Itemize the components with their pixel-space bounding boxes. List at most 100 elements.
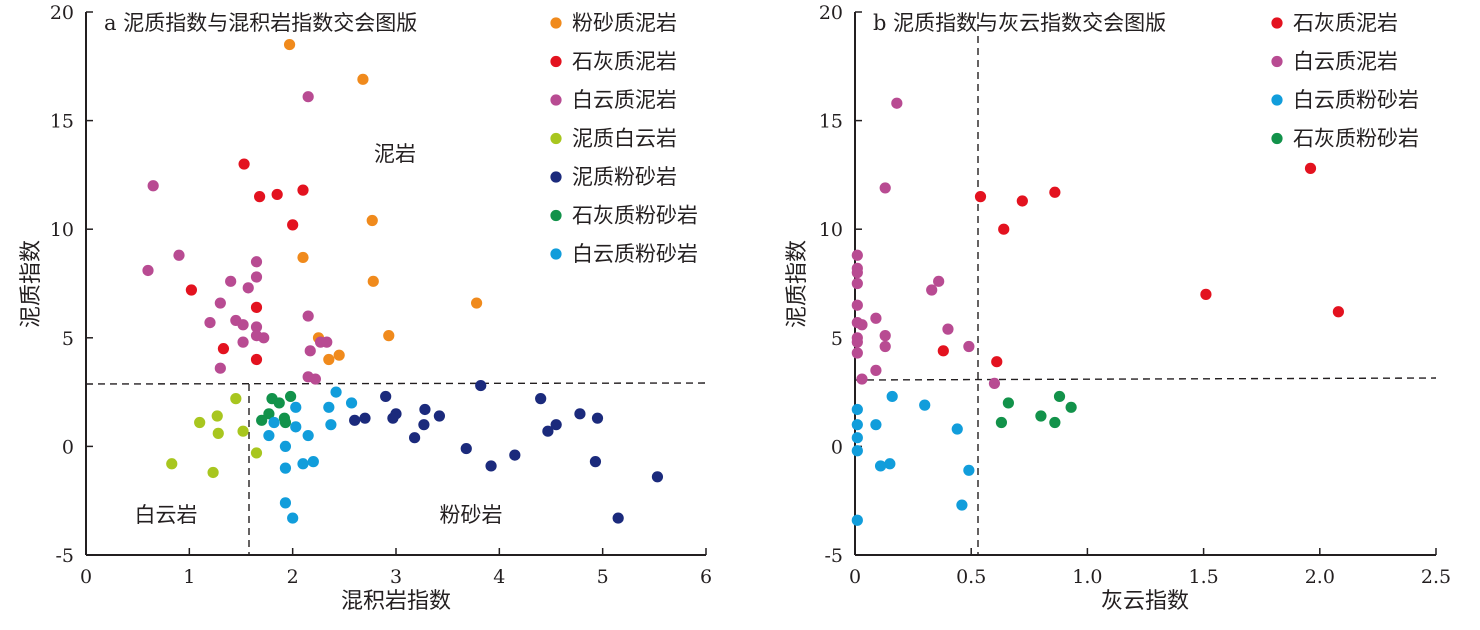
panel-a-data-point (230, 393, 242, 405)
panel-a-data-point (574, 408, 586, 420)
panel-a-thresholds (85, 382, 707, 555)
panel-b-data-point (879, 182, 891, 194)
panel-a-region-siltstone: 粉砂岩 (440, 503, 503, 527)
panel-b-x-tick-label: 0 (849, 566, 861, 588)
panel-b-data-point (995, 416, 1008, 429)
panel-b-y-tick-label: 20 (819, 2, 843, 24)
panel-b-legend-label: 石灰质粉砂岩 (1293, 127, 1419, 151)
panel-b-legend-label: 白云质粉砂岩 (1293, 88, 1419, 112)
panel-b-legend-marker (1271, 55, 1283, 68)
panel-a-data-point (302, 429, 314, 442)
panel-a-data-point (254, 191, 266, 203)
panel-a-data-point (250, 256, 263, 268)
panel-a-data-point (304, 345, 316, 357)
panel-a-data-point (387, 412, 399, 424)
panel-a-data-point (204, 316, 216, 329)
panel-a-data-point (302, 310, 314, 322)
panel-b-data-point (884, 458, 896, 470)
panel-b-legend-label: 白云质泥岩 (1293, 50, 1398, 74)
panel-b-data-point (1049, 186, 1061, 198)
panel-a-data-point (302, 91, 314, 103)
panel-a-legend-marker (550, 248, 562, 260)
panel-b-legend-label: 石灰质泥岩 (1293, 11, 1398, 35)
panel-a-data-point (409, 432, 421, 444)
panel-a-y-tick-label: -5 (55, 545, 74, 567)
panel-a-data-point (297, 251, 309, 264)
panel-b-data-point (1016, 195, 1028, 207)
panel-b-data-point (1053, 390, 1066, 403)
panel-a-legend-marker (550, 171, 562, 183)
panel-a-data-point (166, 458, 178, 470)
panel-b-data-point (1065, 401, 1077, 413)
panel-a-data-point (550, 419, 562, 431)
panel-a-region-dolomite: 白云岩 (135, 503, 198, 527)
panel-a-data-point (237, 336, 249, 348)
panel-a-data-point (591, 412, 604, 424)
panel-a-data-point (287, 512, 299, 524)
panel-a-data-point (225, 275, 237, 287)
panel-a-data-point (333, 349, 345, 361)
panel-a-legend-label: 泥质白云岩 (572, 127, 677, 151)
panel-a-x-tick-label: 0 (80, 566, 92, 588)
panel-b-data-point (851, 249, 863, 261)
panel-a-y-ticks: -5 0 5 10 15 20 (50, 2, 93, 567)
panel-b-y-tick-label: -5 (824, 545, 843, 567)
panel-a-data-point (212, 427, 224, 439)
panel-a: 0 1 2 3 4 5 6 -5 0 5 10 15 20 a 泥质指数与混积岩指数交会图版 混积岩指… (19, 2, 712, 614)
panel-a-legend-label: 泥质粉砂岩 (572, 165, 677, 189)
panel-b-data-point (1200, 288, 1212, 300)
panel-a-x-ticks: 0 1 2 3 4 5 6 (80, 548, 712, 588)
panel-b-data-point (1332, 306, 1344, 318)
panel-b-title: b 泥质指数与灰云指数交会图版 (873, 11, 1166, 35)
panel-a-data-point (383, 330, 395, 342)
panel-b-y-tick-label: 0 (831, 436, 843, 458)
panel-b-data-point (919, 399, 931, 411)
panel-a-points (142, 38, 664, 524)
panel-a-y-tick-label: 5 (62, 328, 74, 350)
panel-a-data-point (207, 466, 219, 479)
panel-a-data-point (535, 393, 547, 405)
panel-b-thresholds (854, 12, 1437, 555)
panel-a-region-mudstone: 泥岩 (374, 142, 416, 166)
panel-a-title: a 泥质指数与混积岩指数交会图版 (104, 11, 417, 35)
panel-a-data-point (142, 264, 154, 277)
panel-a-legend-marker (550, 132, 562, 145)
panel-a-data-point (321, 336, 333, 348)
panel-a-data-point (185, 284, 197, 296)
panel-a-y-tick-label: 10 (50, 219, 74, 241)
panel-a-data-point (612, 512, 624, 524)
panel-b-data-point (851, 403, 863, 416)
panel-b-points (851, 97, 1344, 526)
panel-b-data-point (851, 419, 863, 431)
panel-a-data-point (283, 38, 296, 51)
panel-a-data-point (367, 275, 379, 287)
panel-a-data-point (211, 410, 223, 422)
panel-a-threshold-horizontal (85, 382, 707, 385)
panel-b-threshold-horizontal (854, 377, 1437, 381)
panel-b-data-point (974, 191, 987, 203)
panel-a-x-tick-label: 4 (493, 566, 505, 588)
panel-a-data-point (309, 373, 321, 385)
panel-b-data-point (988, 377, 1001, 390)
panel-a-x-tick-label: 2 (287, 566, 299, 588)
panel-a-data-point (217, 343, 230, 355)
panel-a-data-point (323, 401, 335, 413)
panel-b-x-ticks: 0 0.5 1.0 1.5 2.0 2.5 (849, 548, 1451, 588)
panel-a-data-point (471, 297, 483, 309)
panel-a-legend-label: 白云质粉砂岩 (572, 242, 698, 266)
panel-b-x-tick-label: 2.5 (1421, 566, 1451, 588)
panel-a-data-point (279, 440, 292, 452)
panel-a-data-point (323, 353, 335, 366)
panel-a-data-point (238, 158, 250, 170)
panel-a-data-point (194, 416, 206, 429)
panel-b-data-point (851, 347, 863, 359)
panel-b-data-point (937, 345, 949, 357)
panel-a-data-point (214, 297, 226, 309)
panel-b-data-point (933, 275, 945, 287)
panel-a-data-point (250, 447, 263, 459)
panel-a-legend-label: 石灰质泥岩 (572, 50, 677, 74)
panel-b-x-tick-label: 2.0 (1305, 566, 1335, 588)
